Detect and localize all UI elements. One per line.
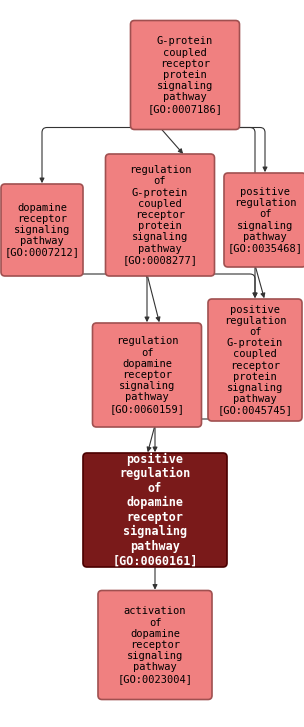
Text: activation
of
dopamine
receptor
signaling
pathway
[GO:0023004]: activation of dopamine receptor signalin… [118,606,192,683]
FancyBboxPatch shape [92,323,202,427]
Text: positive
regulation
of
dopamine
receptor
signaling
pathway
[GO:0060161]: positive regulation of dopamine receptor… [112,452,198,568]
FancyBboxPatch shape [224,173,304,267]
FancyBboxPatch shape [83,453,227,567]
FancyBboxPatch shape [105,154,215,276]
FancyBboxPatch shape [130,20,240,129]
Text: positive
regulation
of
G-protein
coupled
receptor
protein
signaling
pathway
[GO:: positive regulation of G-protein coupled… [217,305,292,415]
Text: regulation
of
dopamine
receptor
signaling
pathway
[GO:0060159]: regulation of dopamine receptor signalin… [109,337,185,414]
FancyBboxPatch shape [208,299,302,421]
Text: G-protein
coupled
receptor
protein
signaling
pathway
[GO:0007186]: G-protein coupled receptor protein signa… [147,36,223,113]
FancyBboxPatch shape [98,590,212,699]
Text: dopamine
receptor
signaling
pathway
[GO:0007212]: dopamine receptor signaling pathway [GO:… [5,203,80,257]
Text: regulation
of
G-protein
coupled
receptor
protein
signaling
pathway
[GO:0008277]: regulation of G-protein coupled receptor… [123,165,198,265]
Text: positive
regulation
of
signaling
pathway
[GO:0035468]: positive regulation of signaling pathway… [227,187,302,253]
FancyBboxPatch shape [1,184,83,276]
